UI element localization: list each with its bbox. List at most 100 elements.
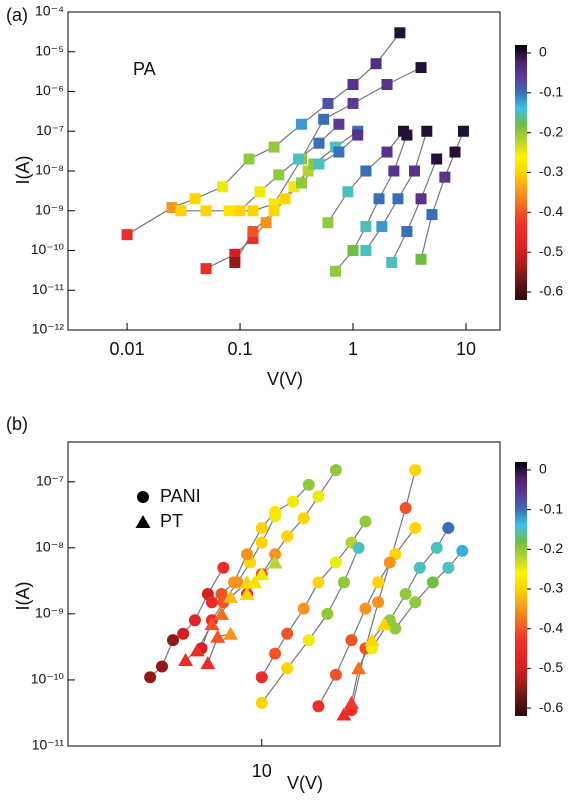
square-marker xyxy=(296,118,308,130)
circle-marker xyxy=(337,576,350,589)
square-marker xyxy=(254,186,266,198)
circle-marker xyxy=(456,544,469,557)
triangle-marker xyxy=(239,587,255,600)
square-marker xyxy=(415,253,427,265)
colorbar-tick-label: 0 xyxy=(539,44,547,60)
square-marker xyxy=(247,205,259,217)
square-marker xyxy=(373,193,385,205)
circle-marker xyxy=(144,671,157,684)
circle-marker xyxy=(442,521,455,534)
circle-marker xyxy=(205,596,218,609)
square-marker xyxy=(388,165,400,177)
square-marker xyxy=(342,186,354,198)
circle-marker xyxy=(255,536,268,549)
square-marker xyxy=(229,256,241,268)
square-marker xyxy=(381,146,393,158)
y-tick-label: 10⁻⁸ xyxy=(35,162,64,178)
circle-marker xyxy=(188,614,201,627)
plot-frame xyxy=(67,441,501,747)
colorbar-tick-label: -0.4 xyxy=(539,619,563,635)
triangle-marker xyxy=(364,633,380,647)
circle-marker xyxy=(255,671,268,684)
square-marker xyxy=(268,141,280,153)
circle-marker xyxy=(329,556,342,569)
square-marker xyxy=(200,263,212,275)
triangle-marker xyxy=(178,653,194,667)
y-tick-label: 10⁻⁵ xyxy=(35,42,64,58)
x-tick-label: 10 xyxy=(456,339,476,359)
colorbar-tick-label: -0.5 xyxy=(539,243,563,259)
square-marker xyxy=(439,171,451,183)
colorbar-tick-label: -0.2 xyxy=(539,540,563,556)
triangle-marker xyxy=(210,629,226,643)
circle-marker xyxy=(281,662,294,675)
square-marker xyxy=(360,221,372,233)
panel-label: (a) xyxy=(6,5,28,25)
y-tick-label: 10⁻¹⁰ xyxy=(31,241,65,257)
x-tick-label: 0.1 xyxy=(228,339,253,359)
y-tick-label: 10⁻⁴ xyxy=(35,3,64,19)
square-marker xyxy=(223,205,235,217)
triangle-marker xyxy=(223,626,239,640)
square-marker xyxy=(360,245,372,256)
colorbar-tick-label: 0 xyxy=(539,461,547,477)
square-marker xyxy=(302,165,314,177)
triangle-marker xyxy=(336,707,352,721)
circle-marker xyxy=(228,576,241,589)
square-marker xyxy=(352,129,364,141)
y-tick-label: 10⁻⁹ xyxy=(35,201,64,217)
triangle-marker xyxy=(223,590,239,604)
y-tick-label: 10⁻¹¹ xyxy=(32,737,65,753)
circle-marker xyxy=(312,700,325,713)
square-marker xyxy=(401,226,413,238)
x-tick-label: 0.01 xyxy=(110,339,145,359)
circle-marker xyxy=(269,647,282,660)
square-marker xyxy=(268,205,280,217)
circle-marker xyxy=(302,634,315,647)
square-marker xyxy=(333,118,345,130)
triangle-marker xyxy=(254,567,270,581)
circle-marker xyxy=(409,596,422,609)
circle-marker xyxy=(302,478,315,491)
circle-marker xyxy=(359,515,372,528)
circle-marker xyxy=(409,464,422,477)
square-marker xyxy=(449,146,461,158)
square-marker xyxy=(243,153,255,165)
square-marker xyxy=(431,153,443,165)
square-marker xyxy=(318,113,330,125)
colorbar-tick-label: -0.1 xyxy=(539,500,563,516)
circle-marker xyxy=(217,561,230,574)
y-axis-label: I(A) xyxy=(13,156,33,185)
colorbar-tick-label: -0.3 xyxy=(539,163,563,179)
square-marker xyxy=(347,245,359,256)
x-axis-label: V(V) xyxy=(267,369,303,389)
circle-marker xyxy=(215,588,228,600)
y-tick-label: 10⁻¹² xyxy=(32,321,65,337)
colorbar-tick-label: -0.6 xyxy=(539,283,563,299)
triangle-marker xyxy=(247,575,263,589)
square-marker xyxy=(415,62,427,74)
circle-marker xyxy=(329,668,342,681)
square-marker xyxy=(370,58,382,70)
circle-marker xyxy=(359,602,372,615)
y-tick-label: 10⁻⁸ xyxy=(35,539,64,555)
square-marker xyxy=(166,202,178,214)
square-marker xyxy=(288,181,300,193)
x-tick-label: 1 xyxy=(348,339,358,359)
triangle-marker xyxy=(343,695,359,709)
circle-marker xyxy=(345,634,358,647)
colorbar-tick-label: -0.4 xyxy=(539,203,563,219)
square-marker xyxy=(313,137,325,149)
colorbar xyxy=(515,462,527,716)
circle-marker xyxy=(442,561,455,574)
triangle-marker xyxy=(351,661,367,675)
circle-marker xyxy=(399,588,412,600)
circle-marker xyxy=(399,502,412,515)
circle-marker xyxy=(156,660,169,673)
square-marker xyxy=(247,226,259,238)
triangle-marker xyxy=(214,606,230,620)
circle-marker xyxy=(312,490,325,503)
square-marker xyxy=(408,165,420,177)
square-marker xyxy=(347,79,359,91)
